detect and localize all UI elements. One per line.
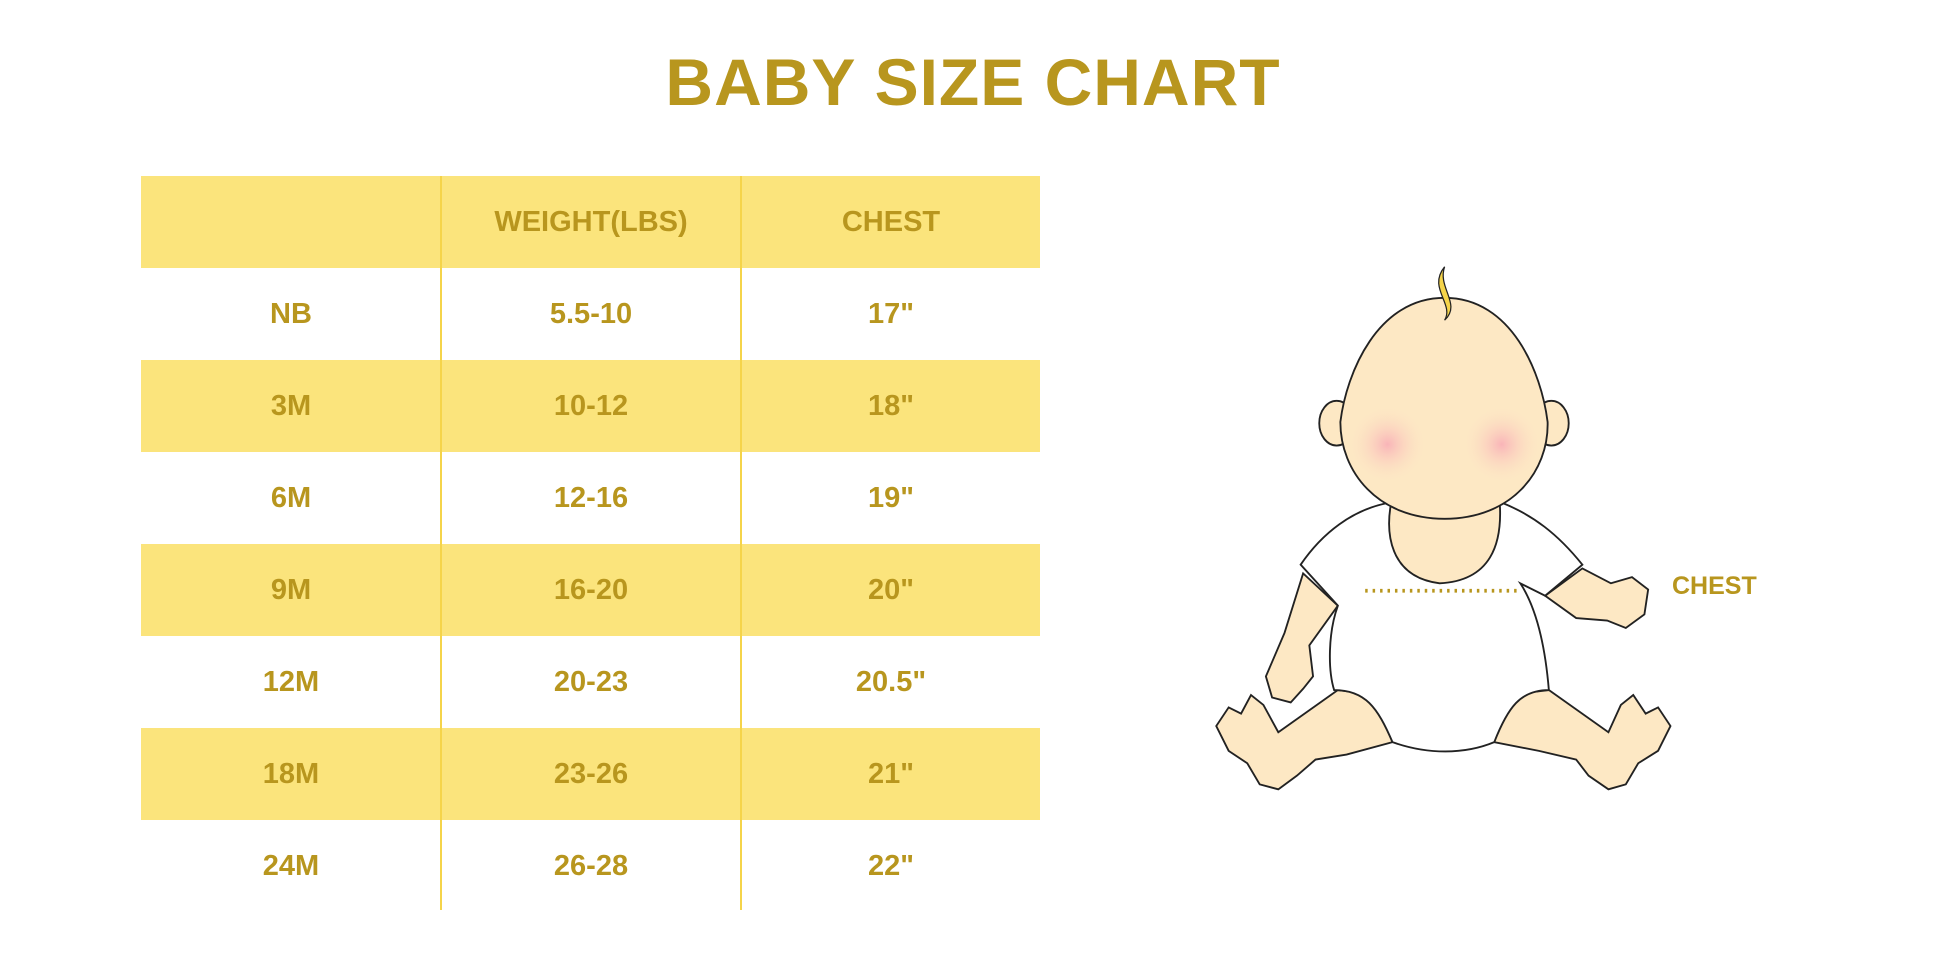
size-cell: 3M: [270, 389, 312, 422]
table-row: 24M 26-28 22": [141, 820, 1040, 912]
size-cell: NB: [270, 297, 312, 330]
header-chest: CHEST: [841, 205, 941, 238]
weight-cell: 26-28: [553, 849, 629, 882]
chest-cell: 17": [867, 297, 914, 330]
table-header-row: WEIGHT(LBS) CHEST: [141, 176, 1040, 268]
chest-cell: 20": [867, 573, 914, 606]
chest-cell: 21": [867, 757, 914, 790]
neck: [1388, 495, 1501, 585]
bodysuit: [1299, 501, 1584, 753]
page-title: BABY SIZE CHART: [665, 45, 1281, 119]
table-row: NB 5.5-10 17": [141, 268, 1040, 360]
chest-cell: 22": [867, 849, 914, 882]
table-row: 3M 10-12 18": [141, 360, 1040, 452]
weight-cell: 10-12: [553, 389, 629, 422]
chest-label: CHEST: [1672, 572, 1757, 600]
weight-cell: 20-23: [553, 665, 629, 698]
table-row: 12M 20-23 20.5": [141, 636, 1040, 728]
size-cell: 12M: [262, 665, 320, 698]
size-cell: 24M: [262, 849, 320, 882]
size-cell: 6M: [270, 481, 312, 514]
left-cheek: [1347, 404, 1428, 485]
weight-cell: 12-16: [553, 481, 629, 514]
column-divider: [740, 176, 742, 910]
left-arm: [1264, 571, 1340, 704]
size-table: WEIGHT(LBS) CHEST NB 5.5-10 17" 3M 10-12…: [141, 176, 1040, 912]
left-leg: [1215, 689, 1394, 791]
table-row: 6M 12-16 19": [141, 452, 1040, 544]
weight-cell: 16-20: [553, 573, 629, 606]
weight-cell: 5.5-10: [549, 297, 633, 330]
right-cheek: [1461, 404, 1542, 485]
table-row: 9M 16-20 20": [141, 544, 1040, 636]
chest-cell: 18": [867, 389, 914, 422]
header-weight: WEIGHT(LBS): [494, 205, 688, 238]
right-leg: [1493, 689, 1672, 791]
right-arm: [1543, 567, 1650, 630]
column-divider: [440, 176, 442, 910]
size-cell: 9M: [270, 573, 312, 606]
weight-cell: 23-26: [553, 757, 629, 790]
chest-cell: 19": [867, 481, 914, 514]
size-cell: 18M: [262, 757, 320, 790]
table-row: 18M 23-26 21": [141, 728, 1040, 820]
hair-tuft: [1438, 266, 1452, 321]
chest-cell: 20.5": [855, 665, 927, 698]
